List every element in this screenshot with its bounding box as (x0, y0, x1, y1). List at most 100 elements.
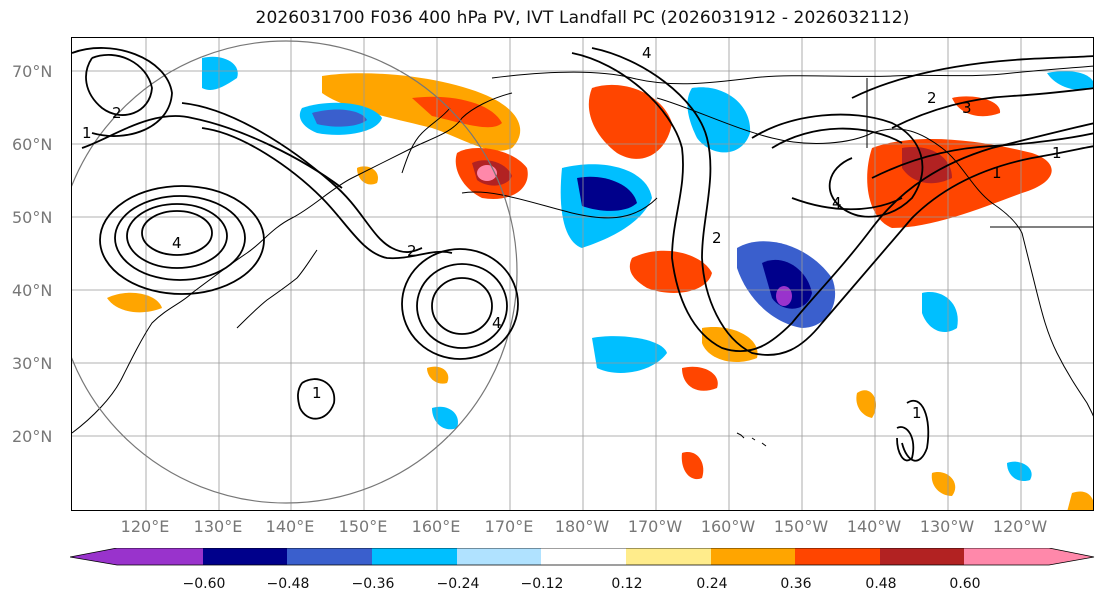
contour-nw-swirl-outer (72, 47, 173, 137)
colorbar-segment-7 (626, 548, 711, 565)
colorbar-tick-label: −0.24 (436, 576, 480, 592)
pv-blob-positive-small-2 (682, 366, 718, 391)
lat-label-50n: 50°N (12, 208, 53, 227)
pv-blob-mid-positive (629, 250, 712, 293)
contour-jet-1 (571, 52, 1093, 353)
contour-jet-4 (771, 127, 903, 149)
landfall-region-circle (72, 40, 518, 504)
pv-blob-central-negative-core (577, 176, 637, 211)
pv-blob-north-positive-core (412, 96, 502, 128)
coastline-arctic (491, 65, 1093, 85)
coastline-asia (72, 92, 513, 434)
map-panel: 2 4 1 2 4 3 2 1 1 4 4 2 1 1 (71, 37, 1094, 511)
contour-central-low-2 (416, 263, 508, 349)
pv-blob-negative-small-4 (1007, 461, 1032, 482)
colorbar-segment-10 (880, 548, 964, 565)
contour-label: 3 (962, 99, 972, 117)
pv-blob-negative-small-3 (432, 406, 458, 430)
contour-central-low-3 (401, 248, 519, 360)
coastline-north-america (1021, 232, 1093, 417)
contour-label: 1 (82, 124, 92, 142)
hawaii-islands (736, 432, 767, 447)
contour-label: 2 (112, 104, 122, 122)
pv-blob-positive-small-9 (1067, 491, 1093, 510)
contour-label: 4 (172, 234, 182, 252)
colorbar-tick-label: −0.12 (520, 576, 564, 592)
contour-central-low-1 (431, 277, 493, 335)
pv-blob-nw-negative (202, 56, 238, 90)
colorbar-segment-2 (203, 548, 287, 565)
contour-label: 4 (492, 314, 502, 332)
colorbar-segment-8 (711, 548, 795, 565)
lon-label-150w: 150°W (773, 517, 829, 536)
colorbar-tick-label: 0.48 (865, 576, 897, 592)
pv-blob-negative-small-1 (592, 336, 667, 373)
map-svg: 2 4 1 2 4 3 2 1 1 4 4 2 1 1 (72, 38, 1093, 510)
contour-west-low-3 (114, 195, 246, 281)
colorbar-segment-4 (372, 548, 457, 565)
ivt-contours (72, 47, 1093, 462)
pv-blob-positive-small-5 (357, 166, 378, 185)
lon-label-160w: 160°W (700, 517, 756, 536)
contour-small-loop (297, 378, 336, 420)
contour-east-small (901, 400, 930, 462)
colorbar-segment-1 (117, 548, 203, 565)
lon-label-160e: 160°E (411, 517, 461, 536)
contour-label: 1 (312, 384, 322, 402)
contour-alaska-2 (851, 55, 1093, 99)
contour-jet-2 (591, 47, 1093, 356)
contour-nw-swirl (85, 53, 153, 116)
lon-label-170e: 170°E (484, 517, 534, 536)
lon-label-120e: 120°E (120, 517, 170, 536)
colorbar-segment-11 (964, 548, 1049, 565)
coastline-alaska (656, 97, 1023, 234)
lon-label-140e: 140°E (265, 517, 315, 536)
contour-label: 2 (712, 229, 722, 247)
colorbar-extend-high (1049, 548, 1094, 565)
lon-label-130w: 130°W (919, 517, 975, 536)
lat-label-30n: 30°N (12, 354, 53, 373)
colorbar-tick-label: 0.12 (611, 576, 643, 592)
contour-label: 2 (927, 89, 937, 107)
contour-label: 4 (832, 194, 842, 212)
colorbar-tick-label: −0.48 (266, 576, 310, 592)
colorbar-segment-6 (541, 548, 626, 565)
colorbar-extend-low (70, 548, 117, 565)
colorbar-outline (70, 548, 1095, 566)
coastline-kamchatka (401, 107, 451, 174)
pv-shading (107, 56, 1093, 510)
colorbar-tick-label: 0.36 (780, 576, 812, 592)
colorbar-tick-label: −0.60 (182, 576, 226, 592)
contour-east-small-inner (896, 426, 915, 462)
pv-blob-alaska-positive-core (902, 147, 952, 184)
colorbar-tick-label: 0.60 (949, 576, 981, 592)
contour-label: 1 (912, 404, 922, 422)
pv-blob-kamchatka-negative-core (312, 109, 367, 127)
pv-blob-pink-dot (477, 165, 497, 181)
lat-label-60n: 60°N (12, 135, 53, 154)
colorbar-tick-label: −0.36 (351, 576, 395, 592)
contour-trough-2 (181, 102, 423, 253)
lon-label-170w: 170°W (627, 517, 683, 536)
contour-label: 4 (642, 44, 652, 62)
gridlines (72, 38, 1093, 510)
pv-blob-ne-negative-core (762, 259, 812, 309)
contour-west-low-1 (141, 210, 213, 256)
pv-blob-positive-small-10 (931, 472, 956, 496)
pv-blob-ne-negative-center (776, 286, 792, 306)
pv-blob-positive-small-8 (681, 452, 704, 480)
lon-label-180w: 180°W (554, 517, 610, 536)
lon-label-120w: 120°W (992, 517, 1048, 536)
pv-blob-positive-small-3 (107, 292, 162, 313)
pv-blob-positive-small-1 (702, 327, 758, 363)
coastline-aleutians (461, 191, 658, 219)
pv-blob-positive-small-6 (952, 96, 1001, 117)
contour-jet-3 (751, 113, 924, 218)
contour-alaska-1 (871, 132, 1093, 179)
lon-label-140w: 140°W (846, 517, 902, 536)
colorbar (70, 548, 1095, 566)
contour-jet-5 (791, 197, 903, 211)
coastline-japan (236, 249, 318, 329)
contour-label: 1 (992, 164, 1002, 182)
contour-label: 1 (1052, 144, 1062, 162)
